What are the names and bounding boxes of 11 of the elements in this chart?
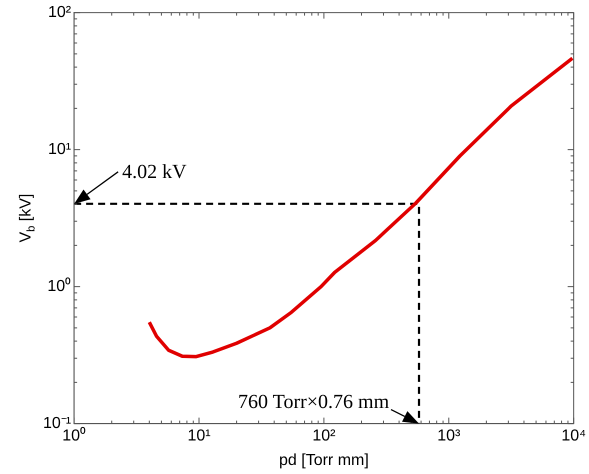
x-tick-label: 10²	[312, 428, 336, 445]
y-tick-label: 10¹	[48, 141, 72, 158]
x-axis-title: pd [Torr mm]	[278, 452, 369, 469]
x-tick-label: 10¹	[187, 428, 211, 445]
annotation: 760 Torr×0.76 mm	[238, 390, 390, 413]
y-axis-title: Vb [kV]	[17, 194, 38, 243]
annotation: 4.02 kV	[122, 160, 187, 183]
y-tick-label: 10⁰	[47, 277, 72, 296]
x-tick-label: 10⁴	[561, 428, 586, 445]
x-tick-label: 10³	[437, 428, 462, 445]
y-tick-label: 10²	[48, 4, 72, 22]
